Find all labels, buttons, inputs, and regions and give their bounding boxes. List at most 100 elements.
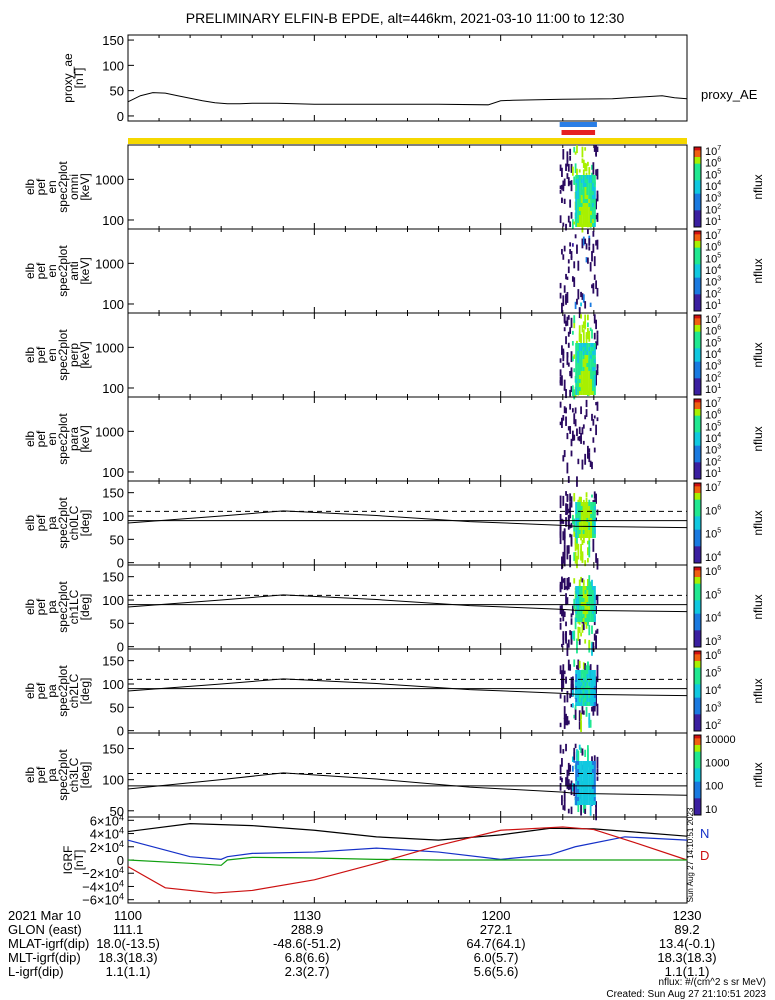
- spectrogram-core-pixel: [591, 199, 594, 203]
- spectrogram-core-pixel: [586, 514, 589, 518]
- spectrogram-core-pixel: [575, 375, 578, 379]
- spectrogram-core-pixel: [578, 375, 581, 379]
- spectrogram-core-pixel: [582, 518, 585, 522]
- spectrogram-pixel: [580, 432, 582, 444]
- y-axis-label: elb: [23, 515, 37, 531]
- spectrogram-core-pixel: [578, 383, 581, 387]
- y-tick-label: 50: [110, 804, 124, 819]
- spectrogram-pixel: [582, 579, 585, 586]
- spectrogram-core-pixel: [584, 773, 587, 777]
- spectrogram-pixel: [584, 560, 587, 567]
- footer-row-value: 272.1: [480, 922, 513, 937]
- spectrogram-core-pixel: [593, 801, 596, 805]
- y-axis-label: elb: [23, 767, 37, 783]
- spectrogram-pixel: [578, 436, 581, 442]
- spectrogram-core-pixel: [580, 514, 583, 518]
- spectrogram-pixel: [563, 717, 566, 729]
- spectrogram-pixel: [562, 295, 565, 307]
- spectrogram-pixel: [588, 167, 591, 175]
- spectrogram-pixel: [578, 660, 581, 669]
- spectrogram-core-pixel: [575, 203, 578, 207]
- spectrogram-core-pixel: [580, 510, 583, 514]
- spectrogram-pixel: [569, 664, 572, 671]
- spectrogram-core-pixel: [591, 530, 594, 534]
- spectrogram-core-pixel: [588, 211, 591, 215]
- spectrogram-pixel: [562, 455, 565, 462]
- spectrogram-pixel: [580, 720, 582, 732]
- y-axis-label: en: [45, 180, 59, 193]
- spectrogram-core-pixel: [578, 502, 581, 506]
- colorbar-tick-label: 104: [705, 432, 721, 445]
- spectrogram-core-pixel: [582, 387, 585, 391]
- spectrogram-core-pixel: [590, 702, 593, 706]
- spectrogram-core-pixel: [577, 355, 580, 359]
- colorbar-tick-label: 100: [705, 781, 723, 793]
- spectrogram-core-pixel: [575, 379, 578, 383]
- y-axis-label: pa: [45, 684, 59, 698]
- spectrogram-core-pixel: [575, 391, 578, 395]
- spectrogram-pixel: [577, 750, 580, 763]
- spectrogram-core-pixel: [593, 518, 596, 522]
- spectrogram-core-pixel: [584, 223, 587, 227]
- spectrogram-pixel: [563, 706, 566, 720]
- y-axis-label: spec2plot: [56, 245, 70, 297]
- spectrogram-pixel: [571, 631, 574, 640]
- colorbar-cell: [694, 509, 701, 514]
- spectrogram-core-pixel: [575, 789, 578, 793]
- colorbar-cell: [694, 419, 701, 423]
- spectrogram-pixel: [573, 315, 576, 324]
- spectrogram-core-pixel: [591, 207, 594, 211]
- spectrogram-core-pixel: [591, 383, 594, 387]
- spectrogram-pixel: [574, 234, 577, 239]
- colorbar-cell: [694, 687, 701, 692]
- spectrogram-pixel: [596, 401, 599, 411]
- colorbar-tick-label: 103: [705, 444, 721, 457]
- spectrogram-core-pixel: [577, 351, 580, 355]
- spectrogram-core-pixel: [575, 211, 578, 215]
- colorbar-cell: [694, 711, 701, 715]
- spectrogram-core-pixel: [591, 594, 594, 598]
- colorbar-cell: [694, 193, 701, 198]
- spectrogram-pixel: [559, 189, 562, 194]
- spectrogram-core-pixel: [580, 383, 583, 387]
- spectrogram-core-pixel: [590, 610, 593, 614]
- spectrogram-core-pixel: [575, 223, 578, 227]
- spectrogram-core-pixel: [590, 207, 593, 211]
- spectrogram-core-pixel: [580, 359, 583, 363]
- spectrogram-core-pixel: [591, 793, 594, 797]
- y-axis-label: ch2LC: [67, 673, 81, 708]
- spectrogram-core-pixel: [575, 694, 578, 698]
- spectrogram-core-pixel: [586, 698, 589, 702]
- spectrogram-pixel: [587, 661, 589, 670]
- spectrogram-pixel: [596, 287, 599, 297]
- spectrogram-core-pixel: [577, 207, 580, 211]
- spectrogram-core-pixel: [584, 594, 587, 598]
- spectrogram-pixel: [589, 805, 592, 816]
- colorbar-cell: [694, 811, 701, 816]
- spectrogram-pixel: [563, 577, 566, 591]
- spectrogram-pixel: [571, 703, 574, 708]
- spectrogram-pixel: [585, 243, 588, 250]
- spectrogram-core-pixel: [580, 761, 583, 765]
- colorbar-cell: [694, 412, 701, 417]
- spectrogram-pixel: [581, 539, 584, 545]
- spectrogram-core-pixel: [582, 765, 585, 769]
- spectrogram-core-pixel: [588, 785, 591, 789]
- spectrogram-pixel: [593, 145, 596, 152]
- colorbar-cell: [694, 486, 701, 491]
- spectrogram-pixel: [573, 146, 576, 153]
- spectrogram-core-pixel: [575, 207, 578, 211]
- spectrogram-core-pixel: [577, 610, 580, 614]
- spectrogram-pixel: [569, 155, 572, 161]
- spectrogram-pixel: [562, 551, 565, 564]
- spectrogram-core-pixel: [582, 391, 585, 395]
- spectrogram-pixel: [559, 495, 562, 509]
- spectrogram-core-pixel: [575, 195, 578, 199]
- spectrogram-core-pixel: [584, 765, 587, 769]
- spectrogram-core-pixel: [580, 371, 583, 375]
- footer-row-value: 1100: [114, 908, 142, 923]
- spectrogram-core-pixel: [586, 375, 589, 379]
- colorbar-cell: [694, 267, 701, 272]
- spectrogram-pixel: [591, 164, 593, 170]
- spectrogram-pixel: [577, 626, 580, 632]
